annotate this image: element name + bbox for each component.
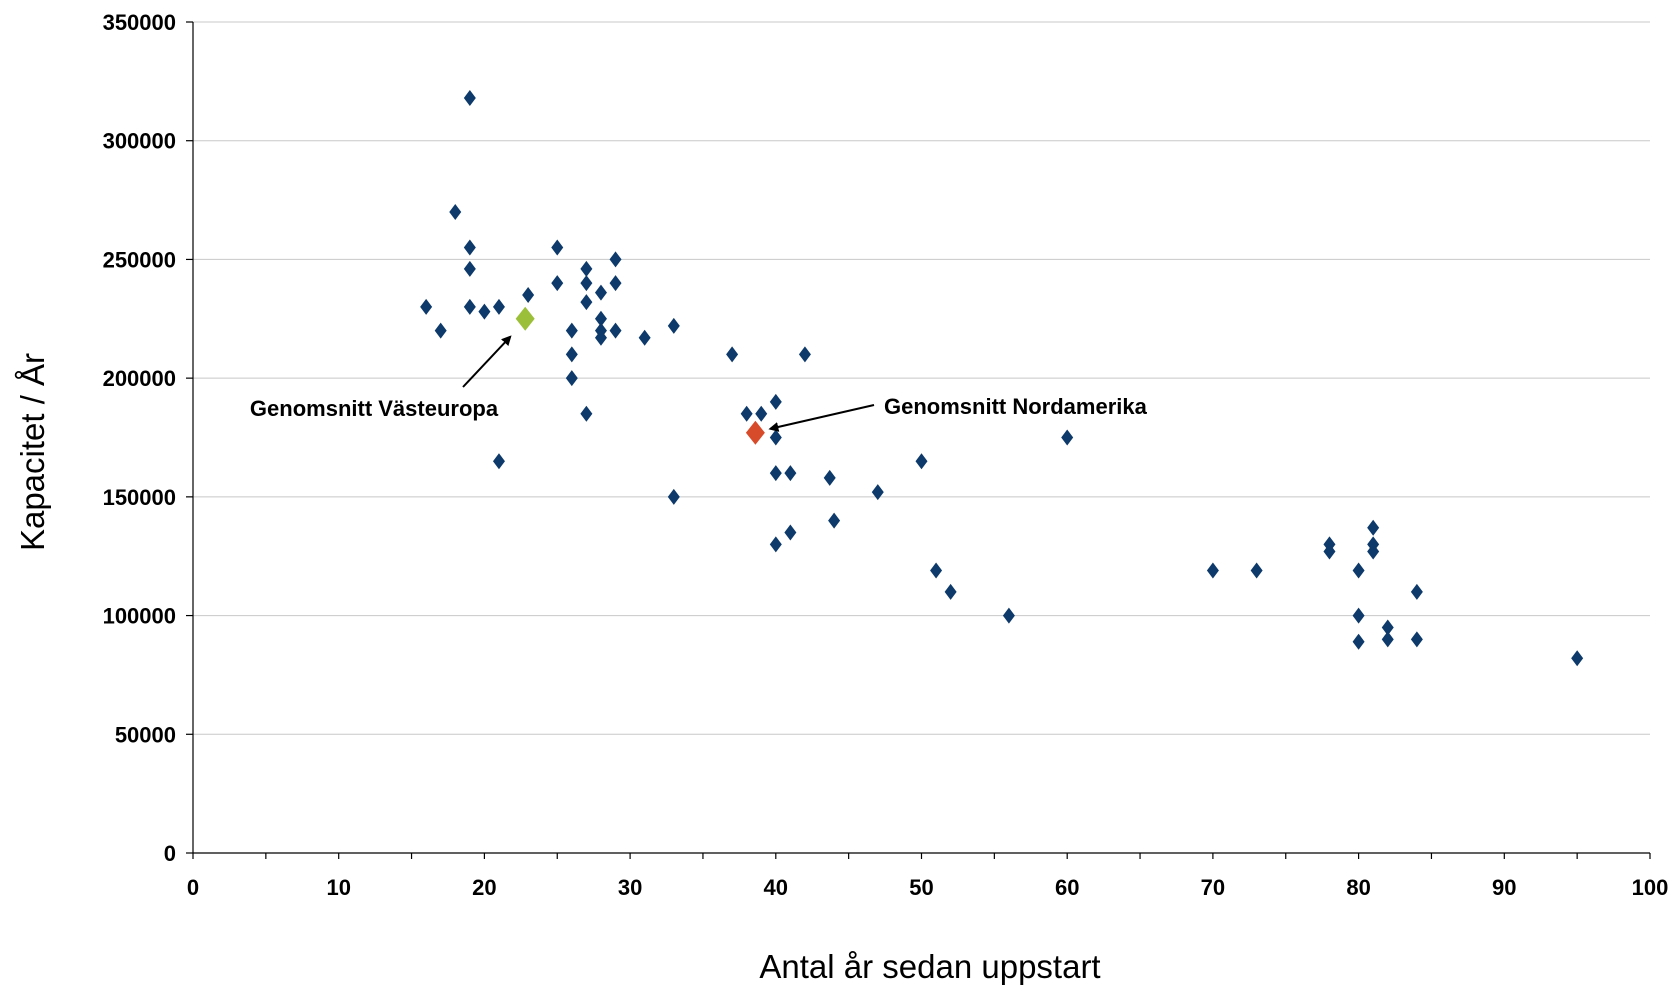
grid-lines bbox=[193, 21, 1650, 735]
data-point bbox=[565, 346, 578, 363]
data-point bbox=[609, 322, 622, 339]
x-tick-label: 90 bbox=[1492, 875, 1516, 900]
y-tick-label: 300000 bbox=[103, 129, 176, 154]
data-point bbox=[944, 583, 957, 600]
data-point bbox=[638, 329, 651, 346]
y-tick-label: 250000 bbox=[103, 247, 176, 272]
data-point bbox=[522, 287, 535, 304]
y-tick-label: 350000 bbox=[103, 10, 176, 35]
data-point bbox=[1250, 562, 1263, 579]
data-point bbox=[1352, 562, 1365, 579]
data-point bbox=[1367, 519, 1380, 536]
data-point bbox=[580, 260, 593, 277]
data-point bbox=[1352, 633, 1365, 650]
highlight-points bbox=[515, 306, 765, 445]
data-point bbox=[667, 317, 680, 334]
data-point bbox=[594, 284, 607, 301]
data-point bbox=[755, 405, 768, 422]
highlight-point-northamerica bbox=[745, 420, 765, 445]
data-point bbox=[609, 275, 622, 292]
data-point bbox=[1571, 650, 1584, 667]
data-point bbox=[667, 488, 680, 505]
y-tick-label: 50000 bbox=[115, 722, 176, 747]
data-point bbox=[580, 405, 593, 422]
data-point bbox=[828, 512, 841, 529]
data-point bbox=[784, 465, 797, 482]
data-point bbox=[769, 393, 782, 410]
annotation-westeurope-arrow bbox=[462, 335, 512, 388]
data-point bbox=[1381, 619, 1394, 636]
data-point bbox=[492, 298, 505, 315]
highlight-point-westeurope bbox=[515, 306, 535, 331]
data-point bbox=[930, 562, 943, 579]
data-point bbox=[594, 310, 607, 327]
data-point bbox=[420, 298, 433, 315]
annotations: Genomsnitt Västeuropa Genomsnitt Nordamer… bbox=[250, 335, 1148, 432]
x-tick-label: 60 bbox=[1055, 875, 1079, 900]
data-point bbox=[1410, 631, 1423, 648]
data-point bbox=[463, 89, 476, 106]
axes bbox=[186, 21, 1651, 859]
data-point bbox=[1002, 607, 1015, 624]
x-tick-label: 30 bbox=[618, 875, 642, 900]
data-point bbox=[1352, 607, 1365, 624]
data-point bbox=[1410, 583, 1423, 600]
data-point bbox=[463, 260, 476, 277]
data-point bbox=[823, 469, 836, 486]
data-point bbox=[551, 275, 564, 292]
data-point bbox=[769, 536, 782, 553]
data-point bbox=[769, 429, 782, 446]
data-point bbox=[1061, 429, 1074, 446]
data-point bbox=[551, 239, 564, 256]
annotation-northamerica-label: Genomsnitt Nordamerika bbox=[884, 394, 1148, 419]
data-point bbox=[871, 484, 884, 501]
y-tick-labels: 0 50000 100000 150000 200000 250000 300000 3500… bbox=[103, 10, 176, 866]
data-point bbox=[609, 251, 622, 268]
data-point bbox=[726, 346, 739, 363]
x-tick-label: 40 bbox=[764, 875, 788, 900]
data-point bbox=[565, 322, 578, 339]
data-point bbox=[463, 298, 476, 315]
data-point bbox=[798, 346, 811, 363]
x-tick-label: 20 bbox=[472, 875, 496, 900]
x-tick-label: 70 bbox=[1201, 875, 1225, 900]
annotation-westeurope-label: Genomsnitt Västeuropa bbox=[250, 396, 499, 421]
y-axis-title: Kapacitet / År bbox=[14, 353, 51, 551]
y-tick-label: 200000 bbox=[103, 366, 176, 391]
x-tick-labels: 0 10 20 30 40 50 60 70 80 90 100 bbox=[187, 875, 1668, 900]
x-tick-label: 10 bbox=[326, 875, 350, 900]
data-point bbox=[565, 370, 578, 387]
data-point bbox=[449, 203, 462, 220]
data-points bbox=[420, 89, 1584, 667]
x-tick-label: 0 bbox=[187, 875, 199, 900]
data-point bbox=[434, 322, 447, 339]
data-point bbox=[915, 453, 928, 470]
data-point bbox=[1323, 543, 1336, 560]
data-point bbox=[784, 524, 797, 541]
x-tick-label: 80 bbox=[1346, 875, 1370, 900]
data-point bbox=[1381, 631, 1394, 648]
x-tick-label: 50 bbox=[909, 875, 933, 900]
data-point bbox=[740, 405, 753, 422]
data-point bbox=[463, 239, 476, 256]
x-tick-label: 100 bbox=[1632, 875, 1669, 900]
data-point bbox=[478, 303, 491, 320]
data-point bbox=[769, 465, 782, 482]
x-axis-title: Antal år sedan uppstart bbox=[759, 948, 1100, 985]
data-point bbox=[594, 329, 607, 346]
data-point bbox=[1206, 562, 1219, 579]
data-point bbox=[492, 453, 505, 470]
data-point bbox=[1367, 543, 1380, 560]
data-point bbox=[580, 275, 593, 292]
data-point bbox=[580, 294, 593, 311]
y-tick-label: 150000 bbox=[103, 485, 176, 510]
y-tick-label: 100000 bbox=[103, 604, 176, 629]
annotation-northamerica-arrow bbox=[768, 404, 875, 432]
y-tick-label: 0 bbox=[164, 841, 176, 866]
